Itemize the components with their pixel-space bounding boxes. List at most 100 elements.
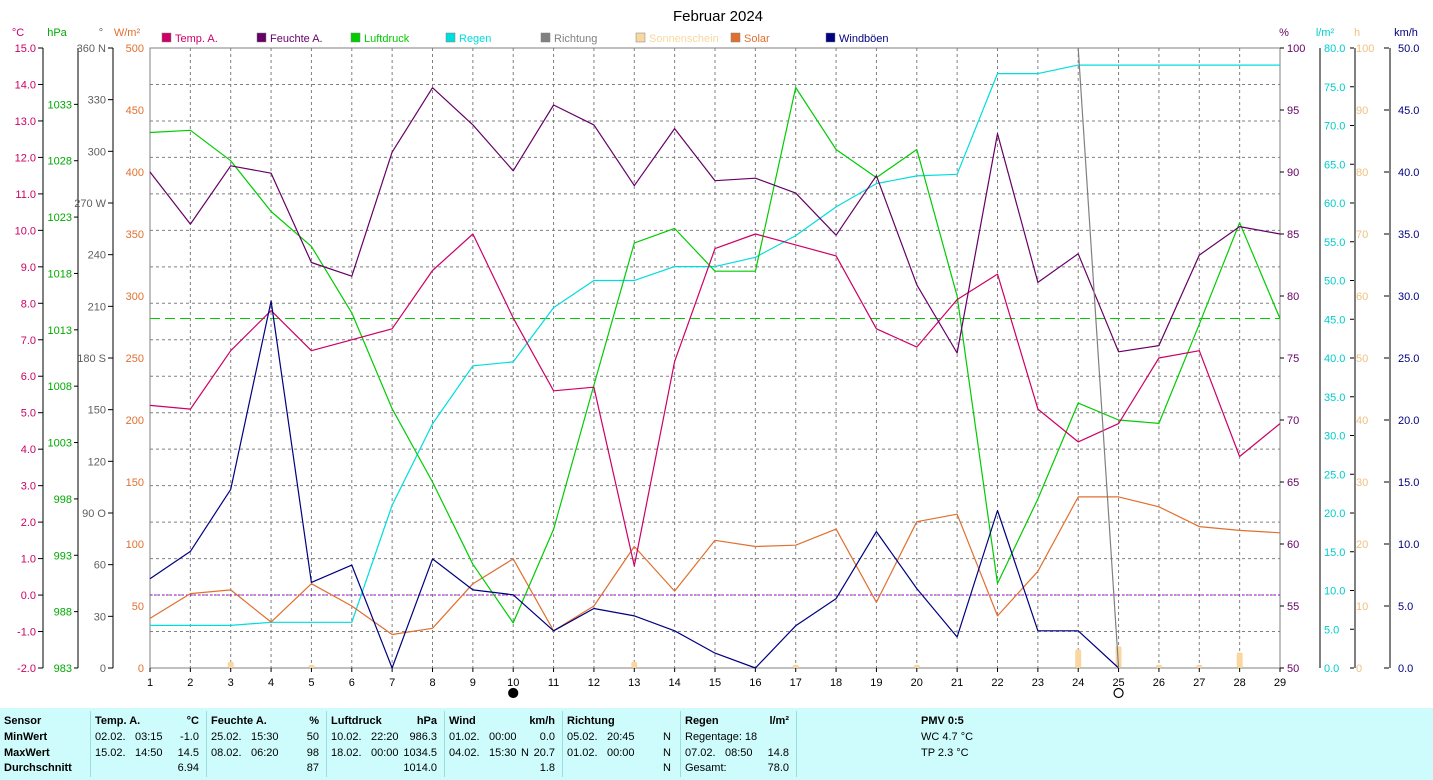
chart-title: Februar 2024	[673, 8, 763, 25]
direction-tick-label: 180 S	[77, 353, 106, 365]
sunshine-bar	[227, 661, 234, 668]
pressure-tick-label: 998	[54, 494, 72, 506]
wind-tick-label: 45.0	[1398, 105, 1419, 117]
stats-temp-max-date: 15.02.	[95, 747, 126, 759]
stats-rain-days: Regentage: 18	[685, 731, 758, 743]
x-tick-label: 16	[749, 677, 761, 689]
legend-swatch	[161, 32, 172, 43]
stats-wind-avg: 1.8	[539, 762, 555, 774]
rain-tick-label: 35.0	[1324, 392, 1345, 404]
stats-pressure-min: 986.3	[409, 731, 437, 743]
stats-label-min: MinWert	[4, 731, 48, 743]
stats-wind-min-date: 01.02.	[449, 731, 480, 743]
stats-pmv-tp: TP 2.3 °C	[921, 747, 969, 759]
stats-pressure: Luftdruck hPa 10.02. 22:20 986.3 18.02. 00:0…	[326, 711, 441, 777]
x-tick-label: 4	[268, 677, 274, 689]
rain-tick-label: 60.0	[1324, 198, 1345, 210]
x-tick-label: 28	[1234, 677, 1246, 689]
stats-wind-max-dir: N	[521, 747, 529, 759]
rain-tick-label: 25.0	[1324, 469, 1345, 481]
pressure-tick-label: 988	[54, 607, 72, 619]
x-tick-label: 10	[507, 677, 519, 689]
legend-swatch	[635, 32, 646, 43]
wind-tick-label: 10.0	[1398, 539, 1419, 551]
legend-swatch	[730, 32, 741, 43]
wind-tick-label: 50.0	[1398, 43, 1419, 55]
temp-tick-label: -2.0	[17, 663, 36, 675]
stats-humidity-max-time: 06:20	[251, 747, 279, 759]
wind-tick-label: 25.0	[1398, 353, 1419, 365]
stats-rain-max-date: 07.02.	[685, 747, 716, 759]
axes: 1 2 3 4 5 6 7 8 9 10 11 12 13 14 15 16 17 18 19 20 21 22 23 24 2…	[12, 27, 1419, 699]
humidity-unit-label: %	[1279, 27, 1289, 39]
temp-tick-label: 6.0	[21, 371, 36, 383]
temp-tick-label: 2.0	[21, 517, 36, 529]
x-tick-label: 24	[1072, 677, 1084, 689]
x-tick-label: 8	[429, 677, 435, 689]
rain-tick-label: 15.0	[1324, 547, 1345, 559]
stats-pmv-title: PMV 0:5	[921, 715, 964, 727]
stats-wind-max: 20.7	[533, 747, 555, 759]
x-tick-label: 23	[1032, 677, 1044, 689]
stats-direction-title: Richtung	[567, 715, 615, 727]
sunshine-bar	[1075, 649, 1082, 668]
sunshine-bar	[913, 664, 920, 668]
x-tick-label: 19	[870, 677, 882, 689]
legend-label: Sonnenschein	[649, 33, 719, 45]
sunshine-tick-label: 60	[1356, 291, 1368, 303]
humidity-tick-label: 75	[1287, 353, 1299, 365]
stats-humidity-max: 98	[306, 747, 319, 759]
pressure-tick-label: 1018	[48, 268, 72, 280]
temp-tick-label: 11.0	[15, 189, 36, 201]
stats-direction-min: N	[663, 731, 671, 743]
pressure-tick-label: 1033	[48, 99, 72, 111]
temp-tick-label: 12.0	[15, 152, 36, 164]
stats-rain-unit: l/m²	[769, 715, 789, 727]
x-tick-label: 17	[790, 677, 802, 689]
stats-humidity-max-date: 08.02.	[211, 747, 242, 759]
legend-swatch	[256, 32, 267, 43]
stats-rain-max-time: 08:50	[725, 747, 753, 759]
stats-pressure-max-time: 00:00	[371, 747, 399, 759]
rain-tick-label: 40.0	[1324, 353, 1345, 365]
stats-label-sensor: Sensor	[4, 715, 42, 727]
x-tick-label: 7	[389, 677, 395, 689]
legend-swatch	[540, 32, 551, 43]
sunshine-bar	[1236, 652, 1243, 668]
stats-wind-max-time: 15:30	[489, 747, 517, 759]
direction-tick-label: 210	[88, 301, 106, 313]
sunshine-tick-label: 80	[1356, 167, 1368, 179]
sunshine-tick-label: 20	[1356, 539, 1368, 551]
stats-temp-max: 14.5	[177, 747, 199, 759]
humidity-tick-label: 100	[1287, 43, 1305, 55]
stats-pressure-title: Luftdruck	[331, 715, 382, 727]
full-moon-icon	[1113, 687, 1124, 699]
x-tick-label: 15	[709, 677, 721, 689]
humidity-tick-label: 55	[1287, 601, 1299, 613]
stats-wind-min-time: 00:00	[489, 731, 517, 743]
legend-label: Temp. A.	[175, 33, 218, 45]
stats-pressure-avg: 1014.0	[403, 762, 437, 774]
stats-humidity-unit: %	[309, 715, 319, 727]
legend: Temp. A. Feuchte A. Luftdruck Regen Richtung…	[161, 32, 889, 45]
stats-humidity-min-time: 15:30	[251, 731, 279, 743]
legend-label: Luftdruck	[364, 33, 410, 45]
weather-chart: Februar 2024 1 2 3 4 5 6 7 8 9 10 11 12 13 14 15 16 17 18…	[12, 8, 1419, 699]
stats-temp-min-date: 02.02.	[95, 731, 126, 743]
stats-temp-title: Temp. A.	[95, 715, 141, 727]
legend-swatch	[445, 32, 456, 43]
stats-temp: Temp. A. °C 02.02. 03:15 -1.0 15.02. 14:50 14…	[90, 711, 203, 777]
wind-tick-label: 15.0	[1398, 477, 1419, 489]
stats-wind-max-date: 04.02.	[449, 747, 480, 759]
pressure-tick-label: 983	[54, 663, 72, 675]
x-tick-label: 6	[349, 677, 355, 689]
legend-swatch	[350, 32, 361, 43]
statistics-panel: Sensor MinWert MaxWert Durchschnitt Temp…	[0, 708, 1433, 780]
stats-pmv: PMV 0:5 WC 4.7 °C TP 2.3 °C	[796, 711, 1430, 777]
legend-label: Feuchte A.	[270, 33, 323, 45]
stats-wind-title: Wind	[449, 715, 476, 727]
sunshine-tick-label: 70	[1356, 229, 1368, 241]
stats-direction-min-time: 20:45	[607, 731, 635, 743]
stats-rain-total: 78.0	[767, 762, 789, 774]
stats-temp-min: -1.0	[180, 731, 199, 743]
